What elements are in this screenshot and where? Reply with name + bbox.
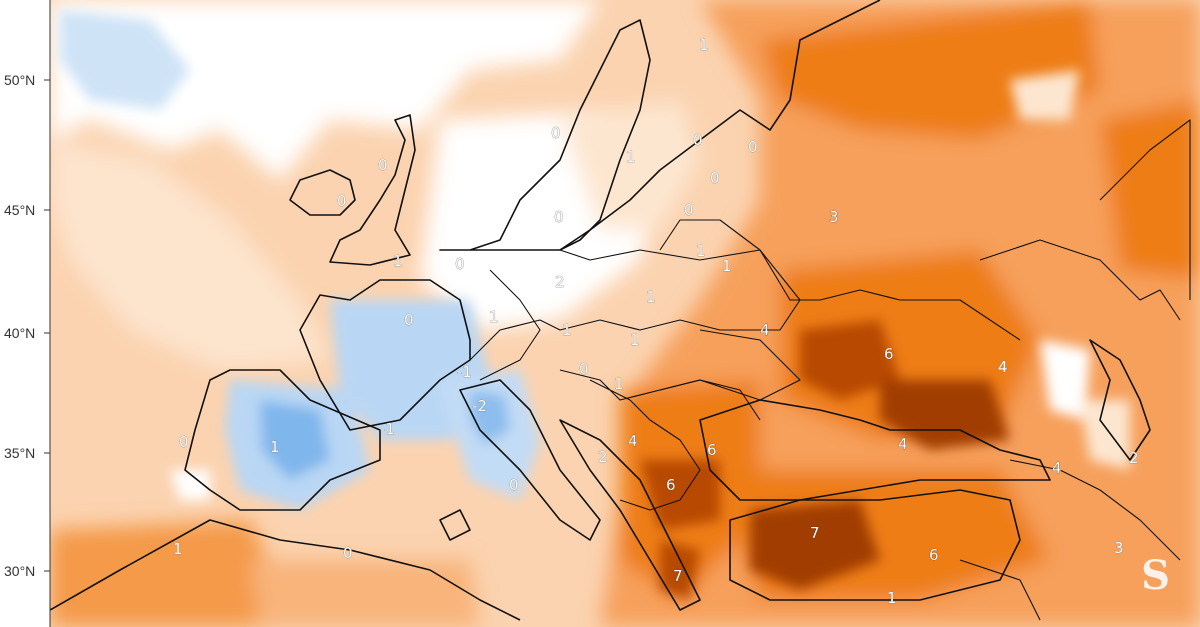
contour-label: 4 xyxy=(998,358,1008,376)
latitude-label-50n: 50°N xyxy=(4,72,35,88)
contour-label: 0 xyxy=(579,360,589,378)
contour-label: 7 xyxy=(673,567,683,585)
country-boundaries xyxy=(50,0,1191,621)
contour-label: 1 xyxy=(562,321,572,339)
contour-label: 1 xyxy=(722,257,732,275)
contour-label: 0 xyxy=(693,131,703,149)
latitude-label-40n: 40°N xyxy=(4,325,35,341)
latitude-label-30n: 30°N xyxy=(4,563,35,579)
contour-labels: 1 0 0 0 0 0 0 1 0 0 0 1 3 2 1 1 1 0 1 1 … xyxy=(173,36,1139,608)
contour-label: 7 xyxy=(810,524,820,542)
latitude-ticks xyxy=(44,79,50,572)
contour-label: 3 xyxy=(1114,539,1124,557)
contour-label: -1 xyxy=(457,363,472,381)
contour-label: 1 xyxy=(630,331,640,349)
contour-label: -1 xyxy=(380,420,395,438)
latitude-label-35n: 35°N xyxy=(4,445,35,461)
contour-label: 2 xyxy=(1129,449,1139,467)
contour-label: 2 xyxy=(598,448,608,466)
contour-label: 4 xyxy=(628,432,638,450)
contour-label: 1 xyxy=(699,36,709,54)
contour-label: 1 xyxy=(270,438,280,456)
contour-label: 4 xyxy=(898,435,908,453)
contour-label: 0 xyxy=(748,138,758,156)
contour-label: 3 xyxy=(829,208,839,226)
contour-label: 0 xyxy=(551,124,561,142)
contour-label: 1 xyxy=(489,308,499,326)
contour-label: 1 xyxy=(887,589,897,607)
anomaly-field xyxy=(50,0,1200,627)
contour-label: 1 xyxy=(614,375,624,393)
contour-label: 0 xyxy=(710,169,720,187)
contour-label: 0 xyxy=(455,255,465,273)
watermark-logo: S xyxy=(1141,552,1170,599)
contour-label: 1 xyxy=(626,148,636,166)
contour-label: 4 xyxy=(760,321,770,339)
contour-label: 6 xyxy=(929,546,939,564)
contour-label: 1 xyxy=(173,540,183,558)
contour-label: -2 xyxy=(472,397,487,415)
contour-label: 6 xyxy=(884,345,894,363)
contour-label: 0 xyxy=(343,544,353,562)
contour-label: 0 xyxy=(509,476,519,494)
contour-label: 2 xyxy=(555,273,565,291)
contour-label: 0 xyxy=(179,433,189,451)
contour-label: 1 xyxy=(696,242,706,260)
contour-label: 1 xyxy=(393,252,403,270)
contour-label: 0 xyxy=(378,156,388,174)
contour-label: 6 xyxy=(666,476,676,494)
contour-label: 0 xyxy=(684,201,694,219)
latitude-label-45n: 45°N xyxy=(4,202,35,218)
contour-label: 0 xyxy=(337,192,347,210)
contour-label: 4 xyxy=(1052,459,1062,477)
contour-label: 0 xyxy=(554,208,564,226)
contour-label: 1 xyxy=(646,288,656,306)
contour-label: 6 xyxy=(707,441,717,459)
contour-label: 0 xyxy=(404,311,414,329)
